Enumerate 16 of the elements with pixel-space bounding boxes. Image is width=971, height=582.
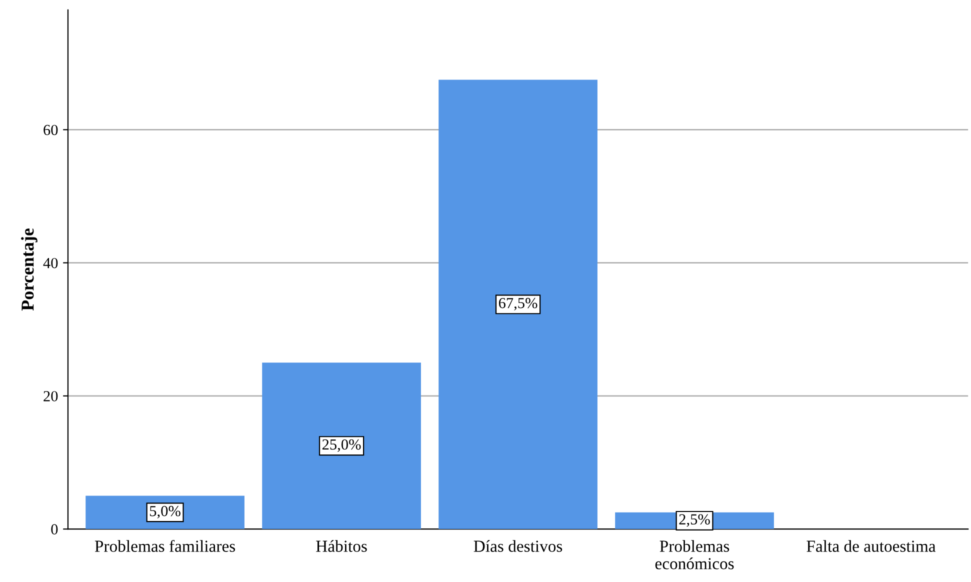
y-tick-label: 0 [51, 524, 58, 534]
y-tick-label: 20 [44, 391, 58, 402]
y-tick-label: 60 [44, 124, 58, 136]
data-label: 5,0% [150, 506, 180, 518]
y-tick-label: 40 [43, 258, 58, 268]
x-tick-label: Hábitos [316, 540, 367, 552]
bar [438, 80, 598, 530]
x-tick-label: Problemas económicos [655, 540, 734, 570]
data-label: 25,0% [322, 439, 361, 452]
bar [262, 362, 421, 530]
y-axis-title: Porcentaje [21, 228, 38, 311]
data-label: 67,5% [498, 298, 538, 310]
x-tick-label: Días destivos [474, 540, 562, 552]
x-tick-label: Falta de autoestima [806, 540, 936, 552]
x-tick-label: Problemas familiares [94, 540, 236, 552]
data-label: 2,5% [679, 514, 710, 527]
